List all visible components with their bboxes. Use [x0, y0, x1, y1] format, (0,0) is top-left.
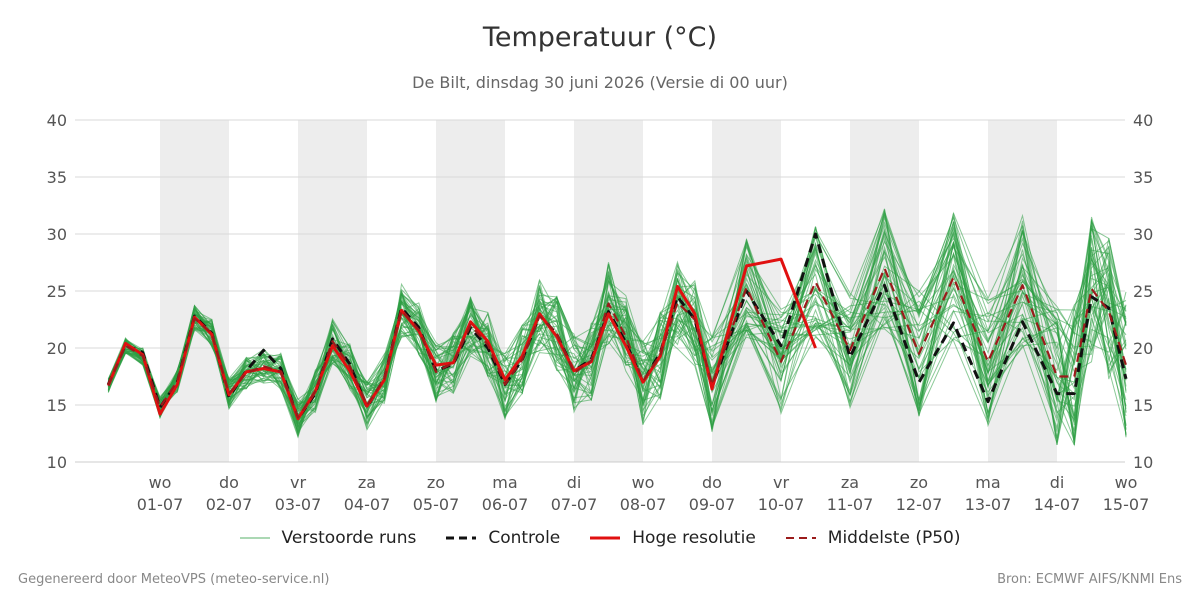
x-tick-day: do	[702, 473, 722, 492]
y-tick-label: 10	[47, 453, 67, 472]
chart-subtitle: De Bilt, dinsdag 30 juni 2026 (Versie di…	[412, 73, 788, 92]
x-tick-date: 04-07	[344, 495, 391, 514]
x-tick-day: za	[841, 473, 859, 492]
legend-swatch-ensemble	[239, 537, 270, 539]
temperature-chart: 10 15 20 25 30 35 40 10 15 20 25 30 35 40 wo 01-07 do 0…	[47, 111, 1154, 514]
legend-label-controle: Controle	[488, 528, 561, 548]
x-tick-date: 12-07	[896, 495, 943, 514]
x-tick-day: ma	[975, 473, 1000, 492]
y-tick-label: 25	[47, 282, 67, 301]
x-tick-day: za	[358, 473, 376, 492]
x-tick-date: 11-07	[827, 495, 874, 514]
legend: Verstoorde runs Controle Hoge resolutie …	[0, 528, 1200, 548]
x-tick-date: 06-07	[482, 495, 529, 514]
x-tick-date: 14-07	[1034, 495, 1081, 514]
y-tick-label: 15	[47, 396, 67, 415]
ensemble-member-line	[107, 220, 1127, 439]
y-tick-label: 20	[47, 339, 67, 358]
y-tick-label: 35	[1133, 168, 1153, 187]
legend-swatch-hoge-resolutie	[590, 536, 621, 540]
x-tick-date: 10-07	[758, 495, 805, 514]
y-axis-right: 10 15 20 25 30 35 40	[1133, 111, 1153, 472]
legend-swatch-p50	[785, 537, 816, 539]
x-tick-day: wo	[1115, 473, 1138, 492]
y-axis-left: 10 15 20 25 30 35 40	[47, 111, 67, 472]
x-tick-date: 09-07	[689, 495, 736, 514]
x-tick-date: 07-07	[551, 495, 598, 514]
legend-label-ensemble: Verstoorde runs	[281, 528, 417, 548]
ensemble-member-line	[107, 241, 1127, 439]
legend-item-ensemble[interactable]: Verstoorde runs	[239, 528, 417, 548]
x-tick-date: 15-07	[1103, 495, 1150, 514]
x-tick-day: vr	[290, 473, 306, 492]
x-tick-date: 03-07	[275, 495, 322, 514]
x-tick-day: ma	[492, 473, 517, 492]
x-tick-date: 05-07	[413, 495, 460, 514]
y-tick-label: 35	[47, 168, 67, 187]
x-tick-day: wo	[632, 473, 655, 492]
footer-source: Bron: ECMWF AIFS/KNMI Ens	[997, 572, 1182, 587]
x-tick-day: di	[1050, 473, 1065, 492]
main-series-lines	[106, 232, 1128, 421]
legend-item-p50[interactable]: Middelste (P50)	[785, 528, 961, 548]
legend-item-controle[interactable]: Controle	[446, 528, 560, 548]
legend-item-hoge-resolutie[interactable]: Hoge resolutie	[590, 528, 756, 548]
chart-title: Temperatuur (°C)	[482, 22, 718, 53]
y-tick-label: 40	[47, 111, 67, 130]
y-tick-label: 20	[1133, 339, 1153, 358]
ensemble-member-line	[107, 240, 1127, 433]
y-tick-label: 25	[1133, 282, 1153, 301]
x-tick-day: zo	[910, 473, 928, 492]
y-tick-label: 30	[1133, 225, 1153, 244]
x-axis: wo 01-07 do 02-07 vr 03-07 za 04-07 zo 05-07 ma 06-…	[75, 461, 1150, 514]
ensemble-member-line	[107, 208, 1127, 447]
y-tick-label: 40	[1133, 111, 1153, 130]
legend-label-hoge-resolutie: Hoge resolutie	[632, 528, 756, 548]
y-tick-label: 10	[1133, 453, 1153, 472]
x-tick-date: 01-07	[137, 495, 184, 514]
ensemble-member-line	[107, 241, 1127, 420]
x-tick-date: 13-07	[965, 495, 1012, 514]
x-tick-date: 02-07	[206, 495, 253, 514]
x-tick-day: wo	[149, 473, 172, 492]
series-line-middelste-p50-	[107, 267, 1128, 419]
legend-label-p50: Middelste (P50)	[827, 528, 961, 548]
x-tick-date: 08-07	[620, 495, 667, 514]
x-tick-day: do	[219, 473, 239, 492]
x-tick-day: di	[567, 473, 582, 492]
ensemble-member-line	[107, 216, 1127, 426]
x-tick-day: vr	[773, 473, 789, 492]
y-tick-label: 15	[1133, 396, 1153, 415]
x-tick-day: zo	[427, 473, 445, 492]
legend-swatch-controle	[446, 536, 477, 540]
footer-credit: Gegenereerd door MeteoVPS (meteo-service…	[18, 572, 330, 587]
y-tick-label: 30	[47, 225, 67, 244]
